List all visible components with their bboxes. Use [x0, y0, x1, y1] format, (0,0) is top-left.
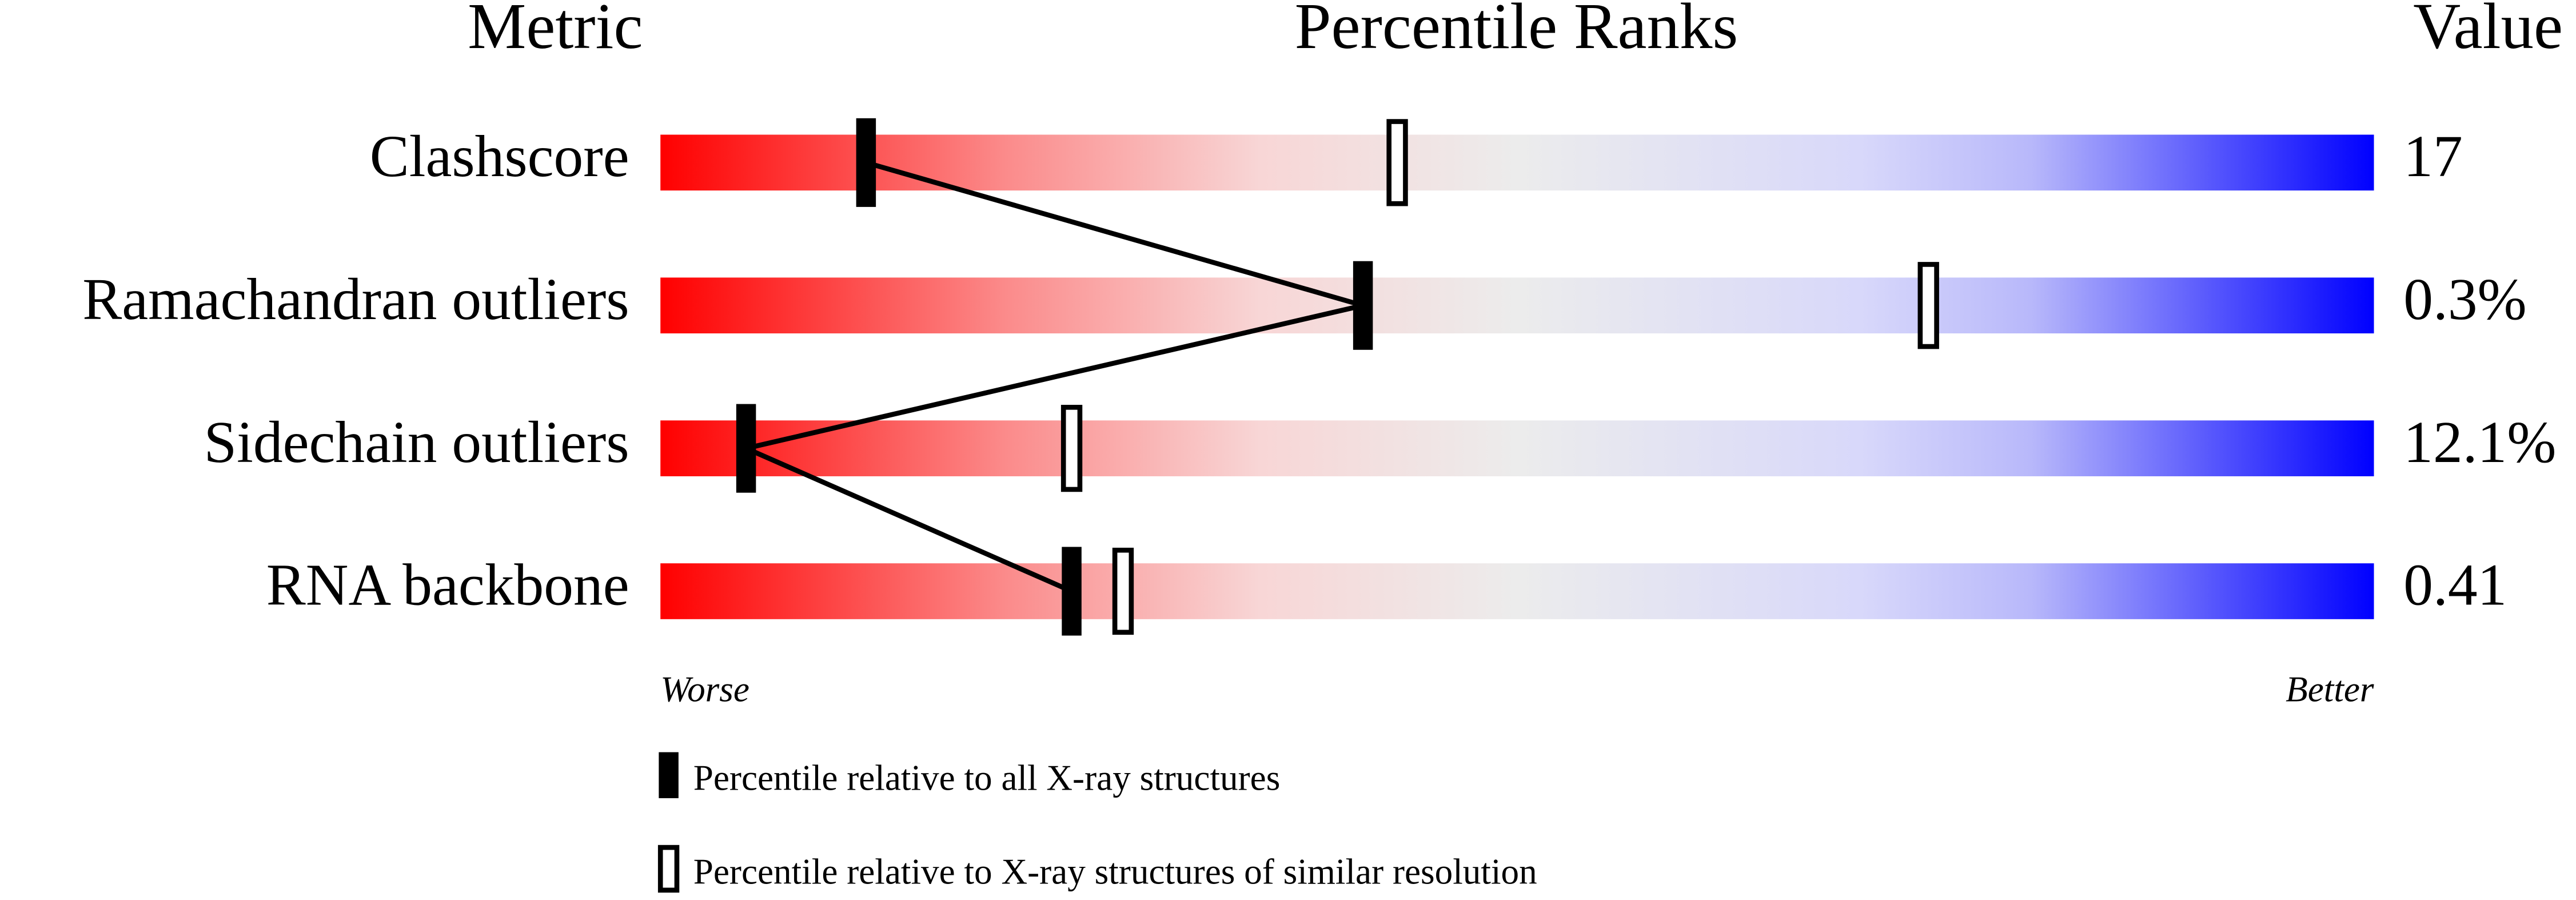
metric-value: 0.3% — [2403, 267, 2526, 332]
header: Value — [2413, 0, 2563, 62]
metric-value: 17 — [2403, 124, 2462, 189]
percentile-marker — [1353, 261, 1373, 350]
percentile-bar — [660, 563, 2374, 619]
legend-label: Percentile relative to all X-ray structu… — [693, 758, 1281, 798]
header: Metric — [468, 0, 643, 62]
metric-value: 12.1% — [2403, 410, 2556, 475]
metric-label: Clashscore — [370, 124, 629, 189]
metric-value: 0.41 — [2403, 553, 2507, 618]
percentile-bar — [660, 134, 2374, 191]
metric-label: RNA backbone — [266, 553, 629, 618]
legend-swatch — [657, 845, 680, 893]
percentile-marker — [856, 118, 876, 207]
metric-label: Sidechain outliers — [204, 410, 629, 475]
header: Percentile Ranks — [1295, 0, 1738, 62]
similar-resolution-marker — [1060, 405, 1083, 492]
legend-swatch — [659, 752, 679, 798]
axis-end-label: Better — [2286, 670, 2374, 710]
similar-resolution-marker — [1917, 262, 1939, 349]
similar-resolution-marker — [1386, 119, 1408, 206]
connector-line — [738, 160, 1373, 594]
similar-resolution-marker — [1112, 547, 1134, 635]
metric-label: Ramachandran outliers — [82, 267, 629, 332]
legend-label: Percentile relative to X-ray structures … — [693, 851, 1537, 891]
percentile-bar — [660, 420, 2374, 476]
percentile-marker — [1062, 547, 1082, 636]
percentile-marker — [736, 404, 756, 493]
percentile-bar — [660, 277, 2374, 334]
axis-end-label: Worse — [660, 670, 749, 710]
